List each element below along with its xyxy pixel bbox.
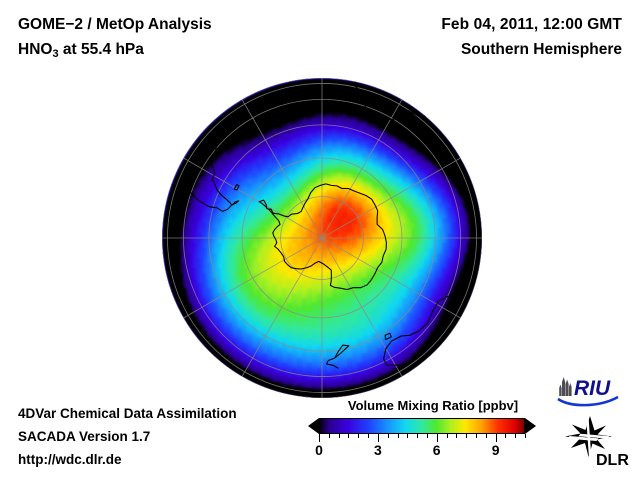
header-left: GOME−2 / MetOp Analysis HNO3 at 55.4 hPa (18, 12, 348, 67)
graticule (162, 78, 482, 398)
colorbar-minor-tick (446, 434, 448, 438)
riu-wordmark: RIU (574, 377, 611, 400)
colorbar-minor-tick (515, 434, 517, 438)
colorbar-minor-tick (387, 434, 389, 438)
species-formula: HNO (18, 41, 53, 58)
meridian-240 (183, 237, 323, 319)
colorbar-tick-label: 0 (315, 442, 323, 458)
instrument-title: GOME−2 / MetOp Analysis (18, 16, 212, 33)
coastlines (178, 81, 459, 369)
region-label: Southern Hemisphere (460, 41, 622, 58)
colorbar-minor-tick (456, 434, 458, 438)
coast-australia (383, 293, 459, 366)
meridian-120 (321, 237, 461, 319)
meridian-210 (241, 237, 323, 377)
colorbar-major-tick (319, 434, 320, 442)
coast-falkland-islands (233, 184, 240, 191)
colorbar-tick-label: 6 (432, 442, 441, 458)
parallel-0 (162, 78, 482, 398)
map-overlay (162, 78, 482, 398)
colorbar-minor-tick (368, 434, 369, 438)
meridian-300 (183, 157, 323, 239)
colorbar-extend-min-arrow (308, 418, 319, 434)
header-right: Feb 04, 2011, 12:00 GMT Southern Hemisph… (322, 12, 622, 62)
colorbar-bar (308, 418, 536, 434)
colorbar-tick-label: 9 (491, 442, 500, 458)
riu-wave-icon (557, 395, 619, 407)
colorbar-minor-tick (328, 434, 330, 438)
species-subscript: 3 (52, 48, 59, 61)
coast-africa (353, 81, 427, 121)
colorbar: Volume Mixing Ratio [ppbv] 0 3 6 9 (300, 398, 550, 460)
riu-logo: RIU (556, 374, 632, 408)
colorbar-title: Volume Mixing Ratio [ppbv] (347, 398, 519, 413)
version-label: SACADA Version 1.7 (18, 429, 151, 444)
coast-antarctica (258, 183, 387, 291)
colorbar-ticks (308, 434, 536, 442)
coast-south-america (178, 119, 240, 212)
dlr-logo: DLR (560, 414, 632, 470)
colorbar-minor-tick (338, 434, 340, 438)
colorbar-minor-tick (407, 434, 409, 438)
species-pressure-title: HNO3 at 55.4 hPa (18, 37, 348, 67)
colorbar-minor-tick (505, 434, 507, 438)
dlr-wordmark: DLR (596, 452, 629, 469)
colorbar-tick-labels: 0 3 6 9 (308, 442, 536, 460)
colorbar-minor-tick (485, 434, 487, 438)
coast-new-zealand (325, 344, 350, 369)
meridian-330 (241, 99, 323, 239)
dlr-eagle-icon (565, 416, 612, 457)
colorbar-minor-tick (466, 434, 468, 438)
colorbar-gradient (319, 418, 525, 434)
colorbar-major-tick (377, 434, 379, 442)
colorbar-minor-tick (348, 434, 350, 438)
colorbar-minor-tick (417, 434, 419, 438)
coast-tasmania (384, 332, 392, 341)
colorbar-minor-tick (426, 434, 428, 438)
meridian-150 (321, 237, 403, 377)
colorbar-extend-max-arrow (525, 418, 536, 434)
method-label: 4DVar Chemical Data Assimilation (18, 406, 237, 421)
meridian-30 (321, 99, 403, 239)
datetime-label: Feb 04, 2011, 12:00 GMT (441, 16, 622, 33)
globe-disc (162, 78, 482, 398)
colorbar-minor-tick (397, 434, 399, 438)
riu-tower-icon (559, 377, 572, 396)
website-link[interactable]: http://wdc.dlr.de (18, 452, 122, 467)
colorbar-minor-tick (525, 434, 526, 438)
colorbar-minor-tick (358, 434, 360, 438)
colorbar-minor-tick (476, 434, 477, 438)
footer-text: 4DVar Chemical Data Assimilation SACADA … (18, 402, 237, 471)
meridian-60 (321, 157, 461, 239)
globe-map (162, 78, 482, 398)
pressure-level: at 55.4 hPa (58, 41, 144, 58)
colorbar-major-tick (436, 434, 438, 442)
colorbar-frame (319, 418, 525, 434)
colorbar-major-tick (495, 434, 497, 442)
colorbar-tick-label: 3 (373, 442, 382, 458)
